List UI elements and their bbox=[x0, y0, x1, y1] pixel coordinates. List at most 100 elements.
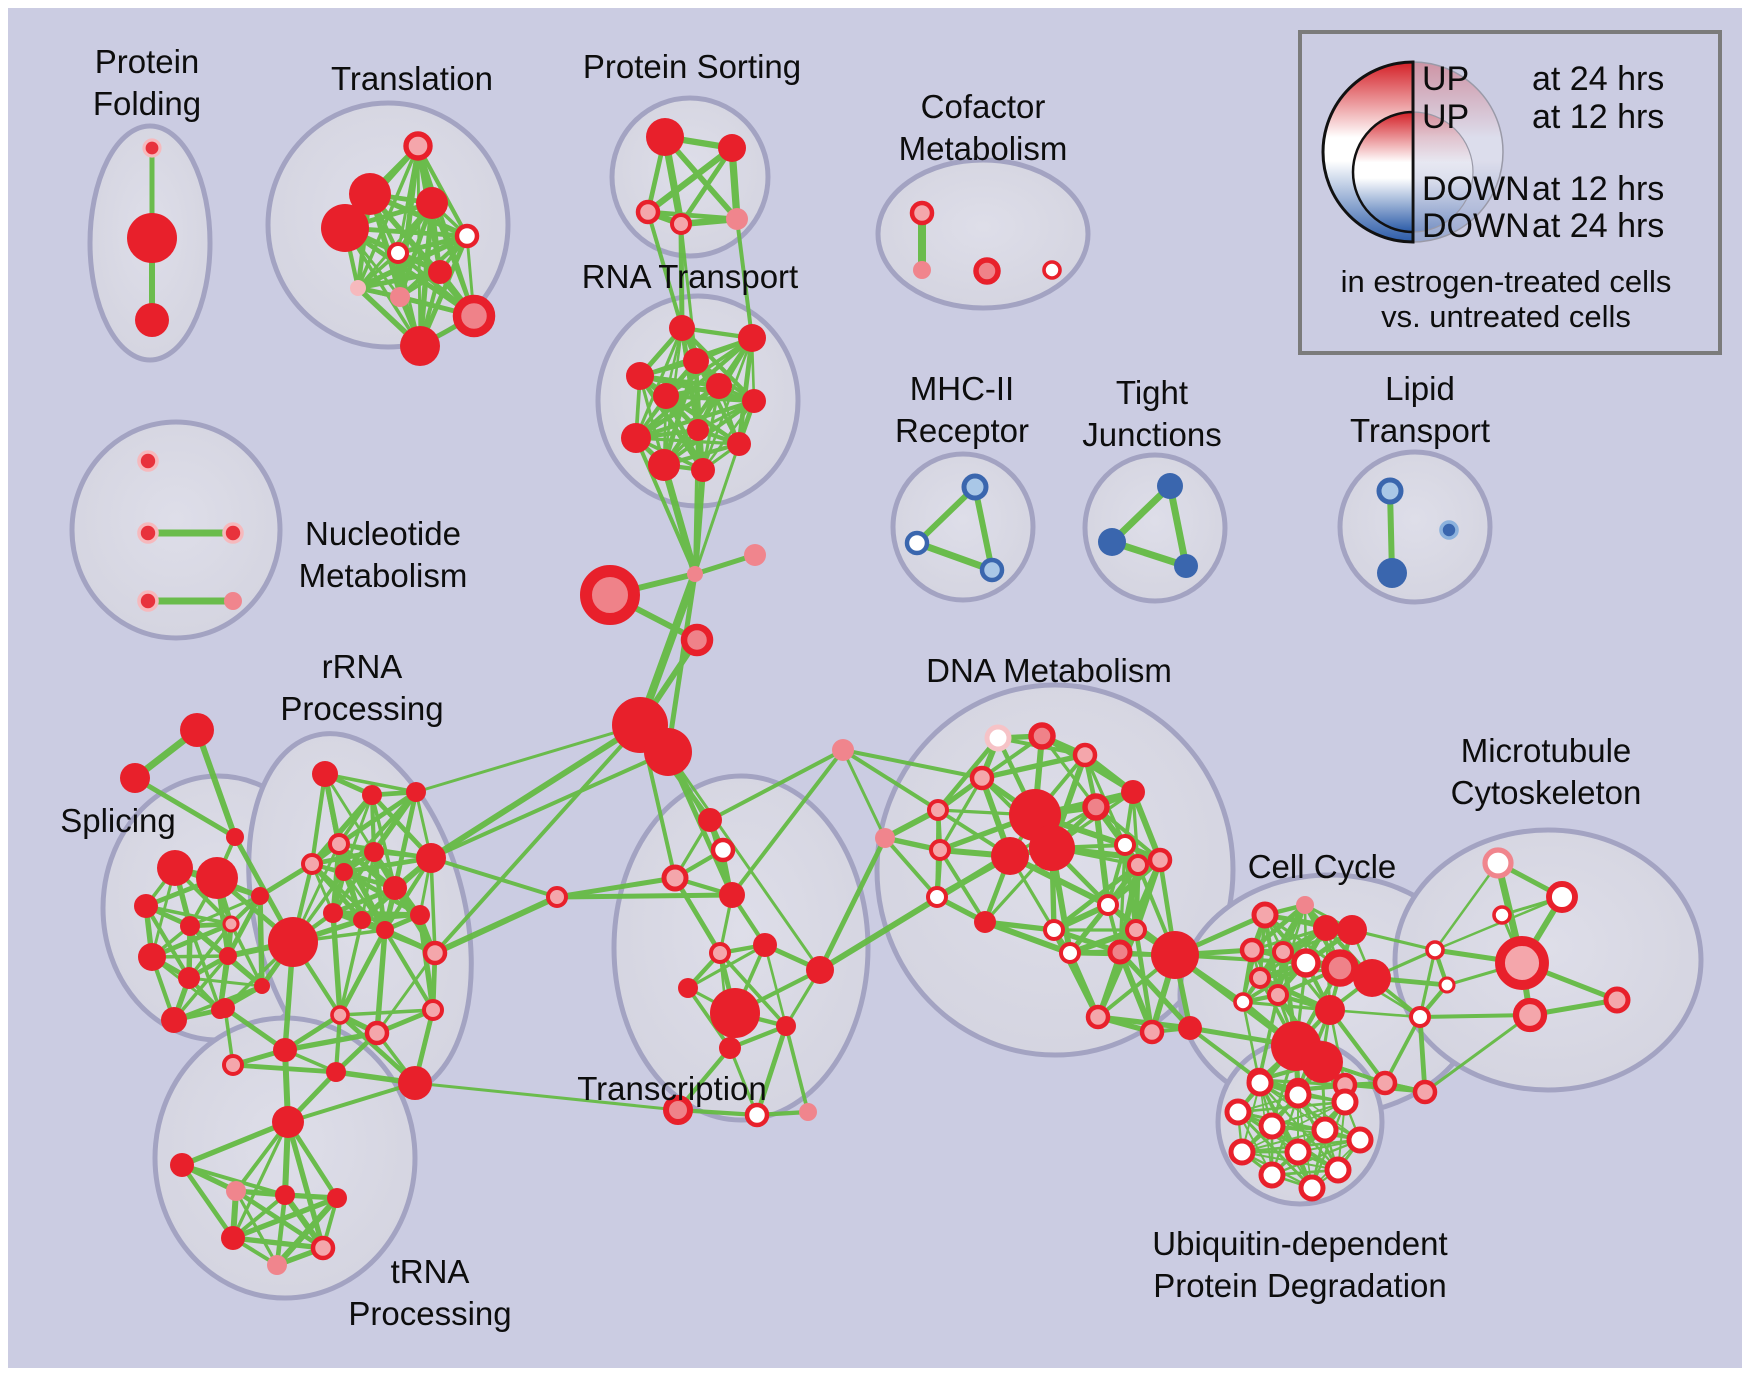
node-trna-processing bbox=[275, 1185, 295, 1205]
node-cell-cycle bbox=[1251, 901, 1279, 929]
cluster-label-cell-cycle: Cell Cycle bbox=[1248, 848, 1397, 885]
node-protein-sorting bbox=[635, 199, 661, 225]
node-cell-cycle bbox=[1291, 948, 1321, 978]
node-connector bbox=[546, 886, 568, 908]
node-lipid-transport bbox=[1377, 558, 1407, 588]
legend-time-label: at 24 hrs bbox=[1532, 60, 1664, 98]
edge-rrna-processing bbox=[375, 951, 437, 1035]
edge-rna-transport bbox=[637, 373, 706, 473]
node-microtubule-cytoskeleton bbox=[1492, 905, 1512, 925]
edge-translation bbox=[342, 225, 477, 319]
node-rrna-processing bbox=[364, 1020, 390, 1046]
node-rna-transport bbox=[648, 449, 680, 481]
node-ubiquitin-degradation bbox=[1258, 1112, 1286, 1140]
edge-connector bbox=[554, 875, 678, 900]
edge-splicing bbox=[188, 894, 262, 928]
cluster-label-rrna-processing: rRNA bbox=[322, 648, 403, 685]
edge-connector bbox=[708, 748, 845, 822]
edge-connector bbox=[132, 775, 238, 840]
edge-dna-metabolism bbox=[1132, 856, 1164, 934]
cluster-label-rna-transport: RNA Transport bbox=[582, 258, 798, 295]
legend-footer: vs. untreated cells bbox=[1381, 299, 1631, 334]
node-connector bbox=[687, 566, 703, 582]
node-dna-metabolism bbox=[1082, 793, 1110, 821]
node-transcription bbox=[799, 1103, 817, 1121]
edge-connector bbox=[1433, 861, 1500, 952]
edge-transcription bbox=[763, 943, 788, 1028]
node-dna-metabolism bbox=[1151, 931, 1199, 979]
cluster-label-mhc-ii-receptor: Receptor bbox=[895, 412, 1029, 449]
node-dna-metabolism bbox=[926, 886, 948, 908]
node-splicing bbox=[180, 916, 200, 936]
node-rna-transport bbox=[738, 324, 766, 352]
node-rrna-processing bbox=[422, 999, 444, 1021]
node-connector bbox=[226, 828, 244, 846]
edge-connector bbox=[1418, 1013, 1532, 1019]
legend-direction-label: UP bbox=[1422, 60, 1469, 98]
node-cell-cycle bbox=[1425, 940, 1445, 960]
node-transcription bbox=[710, 837, 736, 863]
cluster-bubble-cofactor-metabolism bbox=[875, 157, 1091, 311]
node-cell-cycle bbox=[1233, 992, 1253, 1012]
node-nucleotide-metabolism bbox=[222, 522, 244, 544]
node-transcription bbox=[806, 956, 834, 984]
node-connector bbox=[832, 739, 854, 761]
cluster-label-tight-junctions: Junctions bbox=[1082, 416, 1221, 453]
node-dna-metabolism bbox=[1085, 1004, 1111, 1030]
edge-splicing bbox=[187, 922, 233, 980]
edge-connector bbox=[432, 894, 560, 956]
node-cell-cycle bbox=[1313, 915, 1339, 941]
node-dna-metabolism bbox=[974, 911, 996, 933]
edge-mhc-ii-receptor bbox=[972, 484, 995, 573]
cluster-label-trna-processing: tRNA bbox=[391, 1253, 470, 1290]
cluster-label-trna-processing: Processing bbox=[348, 1295, 511, 1332]
edge-connector bbox=[194, 727, 238, 840]
node-translation bbox=[428, 260, 452, 284]
edge-connector bbox=[1423, 1013, 1532, 1094]
edge-connector bbox=[665, 571, 698, 755]
edge-dna-metabolism bbox=[1066, 926, 1140, 957]
edge-splicing bbox=[225, 893, 263, 959]
edge-ubiquitin-degradation bbox=[1236, 1110, 1314, 1190]
edge-connector bbox=[433, 723, 642, 955]
node-trna-processing bbox=[267, 1255, 287, 1275]
node-cell-cycle bbox=[1315, 995, 1345, 1025]
edge-rrna-processing bbox=[323, 772, 418, 794]
edge-rrna-processing bbox=[392, 789, 419, 891]
edge-ubiquitin-degradation bbox=[1270, 1138, 1362, 1177]
node-rrna-processing bbox=[398, 1066, 432, 1100]
edge-protein-sorting bbox=[644, 144, 736, 216]
cluster-label-rrna-processing: Processing bbox=[280, 690, 443, 727]
node-trna-processing bbox=[327, 1188, 347, 1208]
node-rrna-processing bbox=[353, 911, 371, 929]
node-dna-metabolism bbox=[991, 837, 1029, 875]
cluster-label-tight-junctions: Tight bbox=[1116, 374, 1188, 411]
cluster-label-dna-metabolism: DNA Metabolism bbox=[926, 652, 1172, 689]
node-microtubule-cytoskeleton bbox=[1546, 881, 1578, 913]
node-dna-metabolism bbox=[1072, 742, 1098, 768]
cluster-bubble-mhc-ii-receptor bbox=[890, 451, 1036, 603]
node-rna-transport bbox=[669, 315, 695, 341]
node-transcription bbox=[753, 933, 777, 957]
edge-connector bbox=[413, 1081, 680, 1112]
node-rrna-processing bbox=[215, 998, 235, 1018]
node-microtubule-cytoskeleton bbox=[1603, 986, 1631, 1014]
node-tight-junctions bbox=[1174, 554, 1198, 578]
edge-rrna-processing bbox=[382, 927, 436, 1013]
node-ubiquitin-degradation bbox=[1331, 1088, 1359, 1116]
cluster-label-protein-folding: Folding bbox=[93, 85, 201, 122]
node-dna-metabolism bbox=[1147, 847, 1173, 873]
edge-connector bbox=[429, 750, 670, 860]
edge-dna-metabolism bbox=[981, 918, 1074, 957]
edge-cell-cycle bbox=[1417, 1014, 1428, 1095]
node-translation bbox=[416, 187, 448, 219]
edge-rrna-processing bbox=[374, 927, 388, 1036]
node-dna-metabolism bbox=[927, 799, 949, 821]
node-microtubule-cytoskeleton bbox=[1495, 936, 1549, 990]
edge-rna-transport bbox=[633, 383, 722, 441]
edge-mhc-ii-receptor bbox=[913, 539, 996, 574]
edge-cell-cycle bbox=[1241, 1000, 1261, 1082]
node-splicing bbox=[161, 1007, 187, 1033]
node-rrna-processing bbox=[312, 761, 338, 787]
